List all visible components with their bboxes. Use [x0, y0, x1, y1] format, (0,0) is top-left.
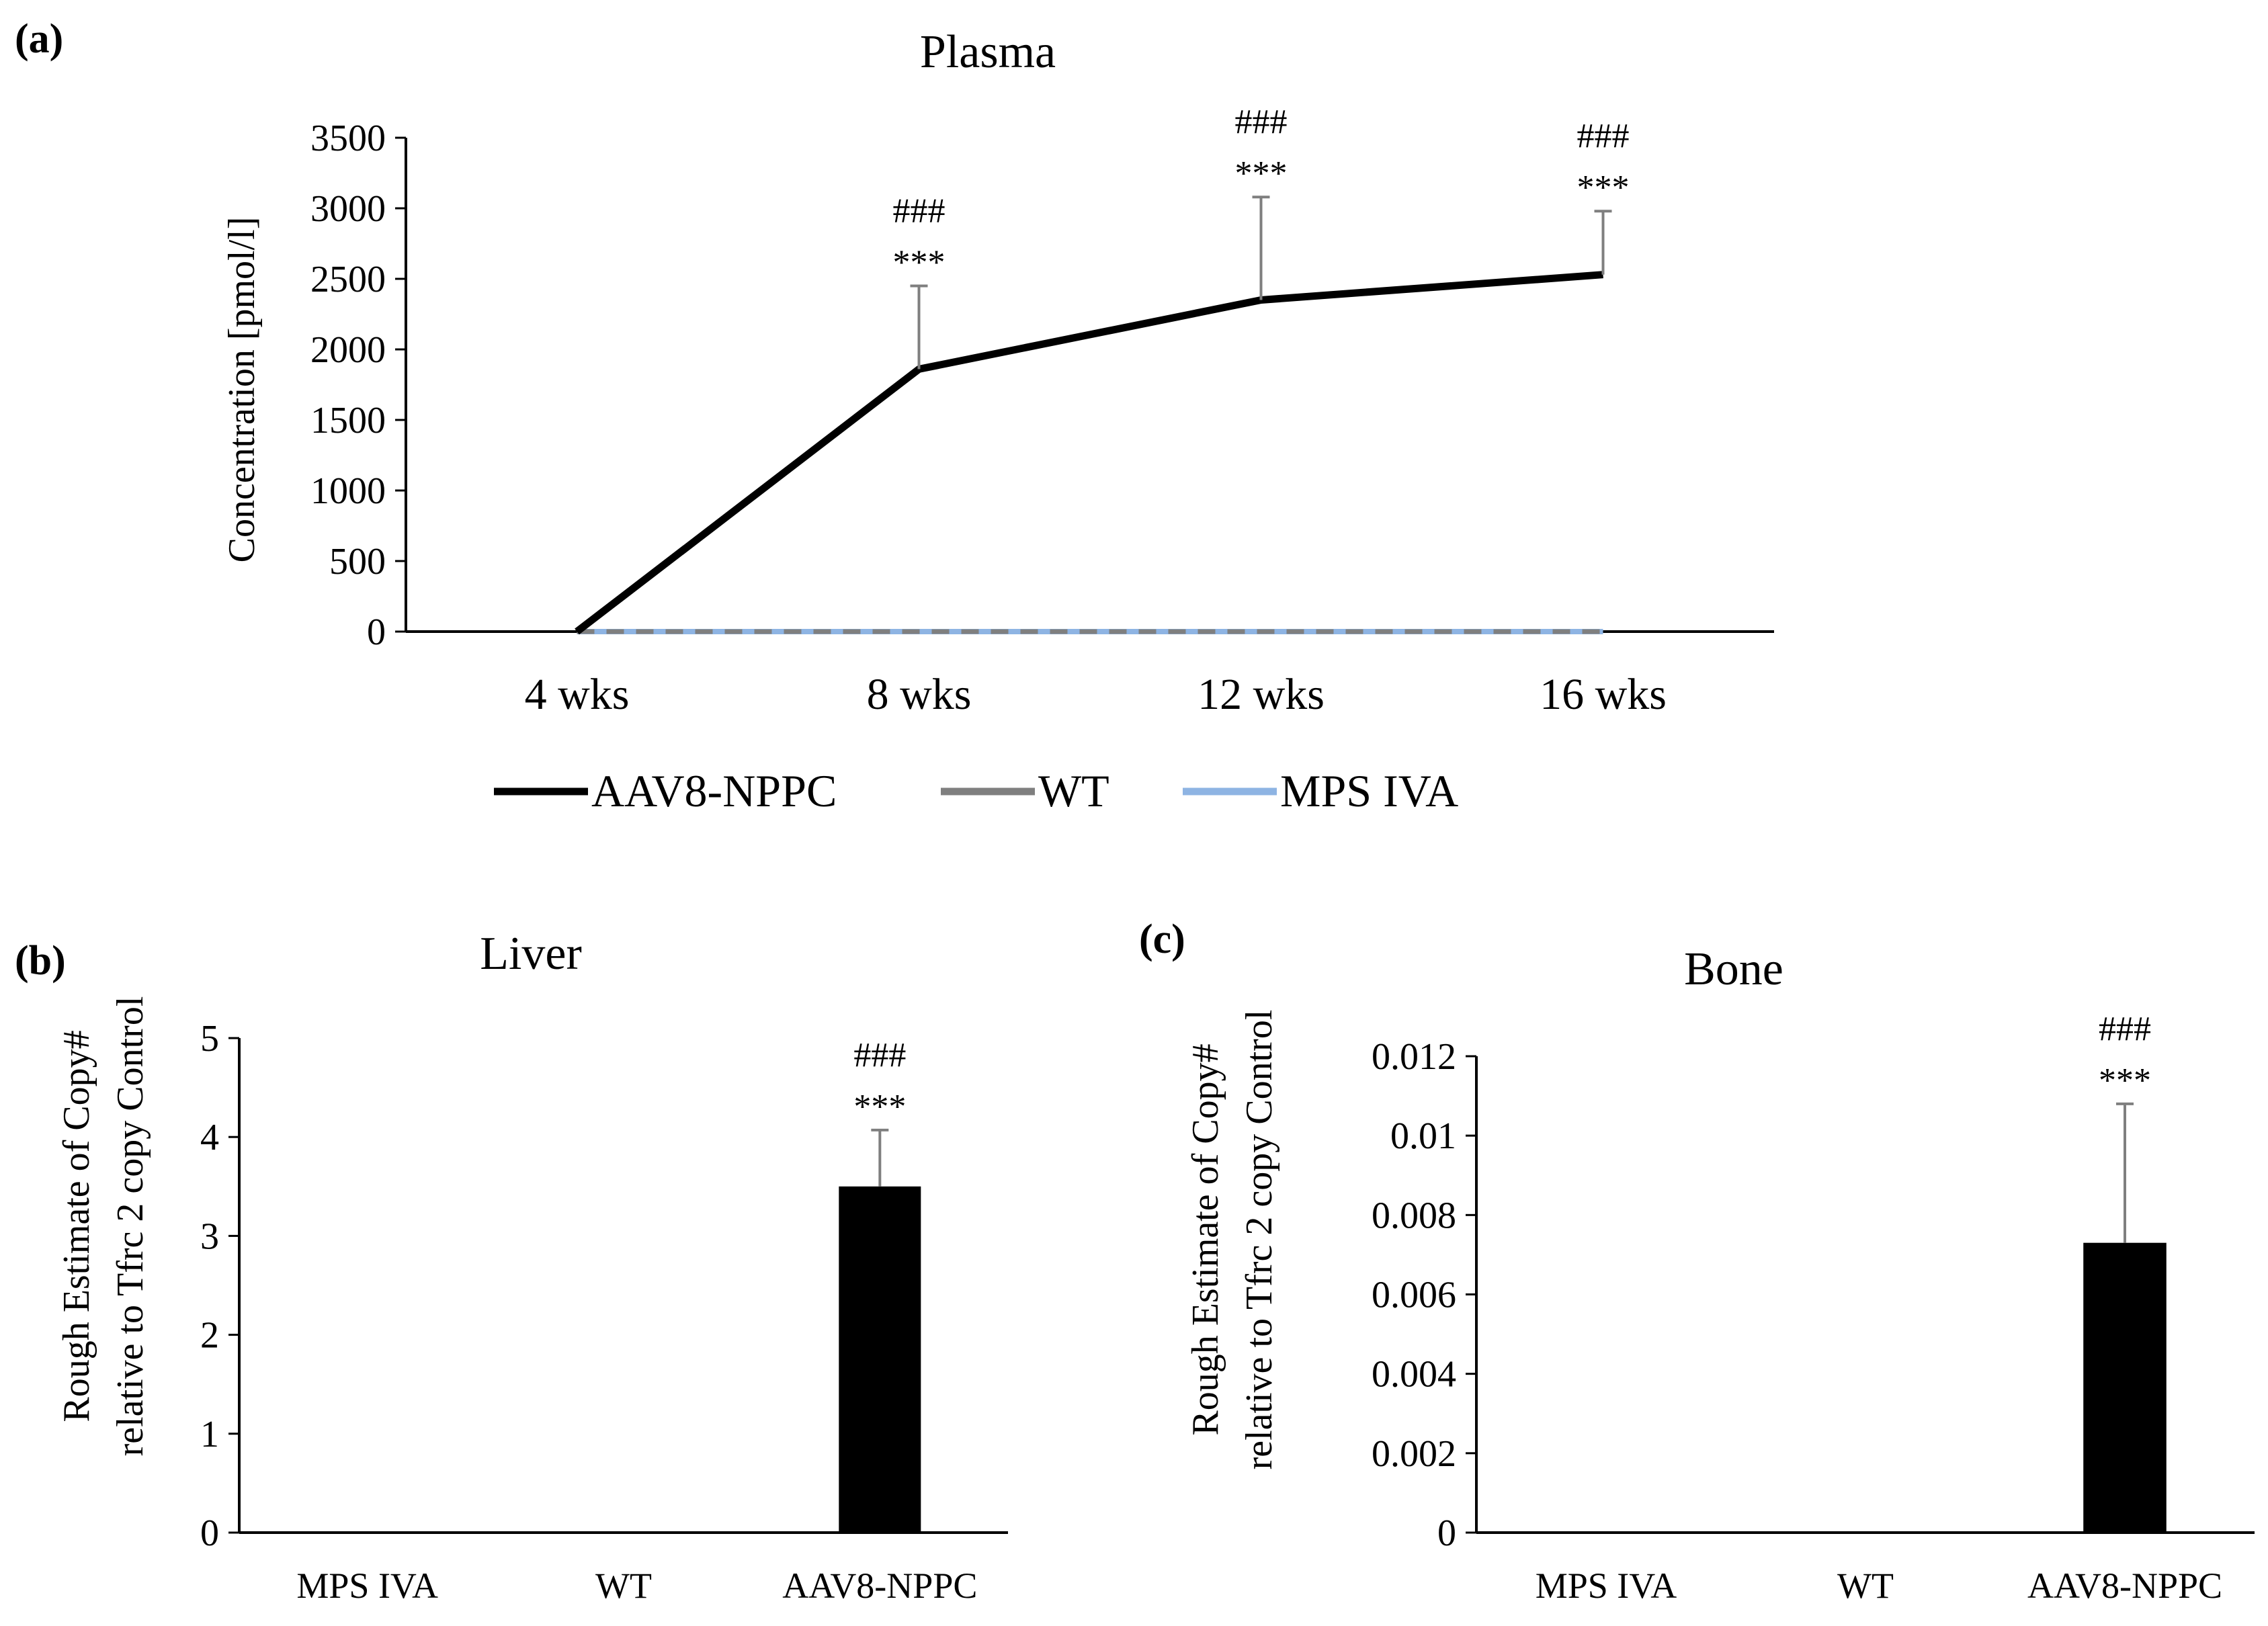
significance-hash-16-wks: ### — [1577, 117, 1630, 155]
y-tick-label-a: 2500 — [310, 259, 386, 300]
legend-a: AAV8-NPPC WT MPS IVA — [494, 765, 1458, 816]
y-tick-label-a: 3500 — [310, 118, 386, 159]
significance-hash-aav8-nppc: ### — [853, 1036, 906, 1074]
x-category-label-mps-iva: MPS IVA — [1536, 1566, 1677, 1606]
y-axis-label-liver-line1: Rough Estimate of Copy# — [56, 1030, 97, 1422]
y-tick-label-a: 1500 — [310, 400, 386, 441]
legend-label-mps-iva: MPS IVA — [1280, 765, 1458, 816]
y-tick-label-c: 0.012 — [1372, 1036, 1456, 1078]
x-category-label-16-wks: 16 wks — [1540, 670, 1667, 719]
bar-aav8-nppc — [839, 1186, 921, 1533]
y-tick-label-c: 0.01 — [1390, 1115, 1456, 1157]
significance-stars-aav8-nppc: *** — [853, 1088, 906, 1126]
chart-title-bone: Bone — [1684, 943, 1783, 995]
x-category-label-12-wks: 12 wks — [1198, 670, 1325, 719]
significance-stars-8-wks: *** — [893, 244, 946, 282]
y-tick-label-a: 0 — [367, 611, 386, 653]
series-lines-a — [575, 271, 1603, 635]
y-axis-label-liver-line2: relative to Tfrc 2 copy Control — [110, 996, 151, 1457]
panel-c-bone-bar-chart: (c) Bone Rough Estimate of Copy# relativ… — [1139, 916, 2255, 1606]
y-ticks-b: 0 1 2 3 4 5 — [200, 1018, 239, 1554]
panel-b-liver-bar-chart: (b) Liver Rough Estimate of Copy# relati… — [15, 928, 1008, 1606]
x-category-label-8-wks: 8 wks — [867, 670, 972, 719]
y-tick-label-c: 0.008 — [1372, 1195, 1456, 1236]
y-ticks-a: 0 500 1000 1500 2000 2500 3000 3500 — [310, 118, 406, 653]
x-category-label-aav8-nppc: AAV8-NPPC — [782, 1566, 977, 1606]
x-category-label-aav8-nppc: AAV8-NPPC — [2027, 1566, 2222, 1606]
y-tick-label-a: 2000 — [310, 329, 386, 371]
x-category-label-wt: WT — [1837, 1566, 1894, 1606]
panel-label-c: (c) — [1139, 916, 1185, 962]
y-tick-label-c: 0.004 — [1372, 1354, 1456, 1396]
y-tick-label-b: 4 — [200, 1117, 219, 1158]
significance-hash-12-wks: ### — [1235, 103, 1288, 141]
significance-stars-aav8-nppc: *** — [2099, 1062, 2151, 1100]
y-tick-label-a: 500 — [329, 541, 386, 583]
y-tick-label-a: 3000 — [310, 188, 386, 230]
y-tick-label-b: 3 — [200, 1215, 219, 1257]
panel-label-a: (a) — [15, 16, 63, 62]
y-tick-label-c: 0.006 — [1372, 1275, 1456, 1316]
y-tick-label-a: 1000 — [310, 470, 386, 512]
bars-c: *** ### — [2083, 1010, 2167, 1533]
significance-hash-8-wks: ### — [893, 192, 946, 230]
y-tick-label-c: 0.002 — [1372, 1433, 1456, 1475]
significance-stars-16-wks: *** — [1577, 169, 1630, 207]
y-tick-label-b: 0 — [200, 1512, 219, 1554]
panel-a-plasma-line-chart: (a) Plasma Concentration [pmol/l] 0 500 10… — [15, 16, 1774, 816]
error-bars-a — [910, 196, 1612, 370]
x-category-label-wt: WT — [595, 1566, 652, 1606]
y-ticks-c: 0 0.002 0.004 0.006 0.008 0.01 0.012 — [1372, 1036, 1476, 1554]
legend-label-wt: WT — [1038, 765, 1109, 816]
bar-aav8-nppc — [2083, 1242, 2167, 1533]
y-tick-label-c: 0 — [1437, 1512, 1456, 1554]
y-tick-label-b: 5 — [200, 1018, 219, 1060]
significance-marks-a: *** ### *** ### *** ### — [893, 103, 1630, 282]
chart-title-plasma: Plasma — [920, 26, 1056, 78]
panel-label-b: (b) — [15, 938, 66, 984]
bars-b: *** ### — [839, 1036, 921, 1533]
y-axis-label-plasma: Concentration [pmol/l] — [221, 217, 263, 563]
chart-title-liver: Liver — [480, 928, 582, 980]
x-category-label-4-wks: 4 wks — [525, 670, 630, 719]
y-tick-label-b: 1 — [200, 1414, 219, 1455]
x-categories-b: MPS IVA WT AAV8-NPPC — [296, 1566, 977, 1606]
y-axis-label-bone-line1: Rough Estimate of Copy# — [1185, 1043, 1226, 1435]
y-axis-label-bone-line2: relative to Tfrc 2 copy Control — [1238, 1010, 1280, 1470]
series-line-aav8-nppc — [575, 271, 1603, 635]
legend-label-aav8-nppc: AAV8-NPPC — [591, 765, 837, 816]
x-categories-c: MPS IVA WT AAV8-NPPC — [1536, 1566, 2222, 1606]
x-category-label-mps-iva: MPS IVA — [296, 1566, 438, 1606]
x-categories-a: 4 wks 8 wks 12 wks 16 wks — [525, 670, 1667, 719]
y-tick-label-b: 2 — [200, 1315, 219, 1357]
significance-stars-12-wks: *** — [1235, 155, 1288, 193]
significance-hash-aav8-nppc: ### — [2099, 1010, 2151, 1048]
